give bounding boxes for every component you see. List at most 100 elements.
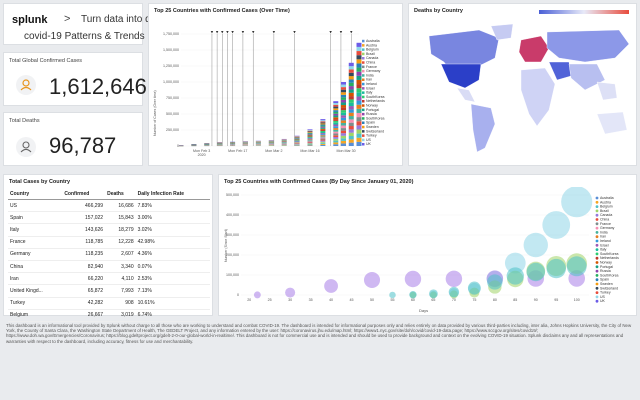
legend-item: Spain xyxy=(366,121,375,125)
annotation-marker xyxy=(241,31,245,34)
col-confirmed[interactable]: Confirmed xyxy=(62,189,106,200)
cell-country: Spain xyxy=(8,211,63,225)
cases-over-time-chart[interactable]: Number of Cases (Over time) 0 250,000 500,… xyxy=(149,16,402,164)
table-row[interactable]: Spain 157,022 15,843 3.00% xyxy=(8,211,210,225)
splunk-logo[interactable]: splunk xyxy=(12,14,48,26)
x-tick-label: 50 xyxy=(370,298,374,302)
stack-segment xyxy=(307,134,313,136)
legend-swatch xyxy=(595,243,599,247)
y-tick-label: 1,250,000 xyxy=(163,64,179,68)
kpi-confirmed-panel: Total Global Confirmed Cases 1,612,646 xyxy=(3,52,147,106)
stack-segment xyxy=(320,138,326,140)
stack-segment xyxy=(307,138,313,140)
stack-segment xyxy=(341,115,347,118)
world-map[interactable] xyxy=(409,18,636,166)
x-tick-label: 35 xyxy=(309,298,313,302)
stack-segment xyxy=(356,117,362,122)
stack-segment xyxy=(320,135,326,137)
disclaimer-text: This dashboard is an informational tool … xyxy=(6,323,632,344)
table-row[interactable]: Germany 118,235 2,607 4.36% xyxy=(8,248,210,261)
stack-segment xyxy=(333,124,339,127)
legend-item: India xyxy=(600,230,608,234)
data-bubble xyxy=(363,271,381,289)
brand-separator: > xyxy=(64,13,71,25)
table-row[interactable]: Iran 66,220 4,110 2.53% xyxy=(8,272,210,286)
stack-segment xyxy=(333,120,339,123)
stack-segment xyxy=(348,96,354,100)
cell-country: Germany xyxy=(8,248,63,261)
stack-segment xyxy=(341,125,347,129)
cell-rate: 42.98% xyxy=(135,236,210,249)
stack-segment xyxy=(320,134,326,136)
legend-item: Italy xyxy=(600,248,607,252)
stack-segment xyxy=(341,107,347,111)
cell-confirmed: 143,626 xyxy=(62,223,106,237)
stack-segment xyxy=(341,130,347,134)
stack-segment xyxy=(356,46,362,52)
x-tick-label: 45 xyxy=(350,298,354,302)
col-infection-rate[interactable]: Daily Infection Rate xyxy=(135,189,210,200)
legend-item: Australia xyxy=(366,39,380,43)
stack-segment xyxy=(307,133,313,135)
stack-segment xyxy=(307,134,313,135)
stack-segment xyxy=(356,141,362,146)
cell-rate: 10.61% xyxy=(135,297,210,310)
deaths-map-title: Deaths by Country xyxy=(414,8,463,14)
legend-item: Sweden xyxy=(366,125,379,129)
stack-segment xyxy=(333,140,339,143)
legend-item: Norway xyxy=(600,261,612,265)
col-country[interactable]: Country xyxy=(8,189,63,200)
legend-swatch xyxy=(595,222,599,226)
stack-segment xyxy=(333,142,339,145)
col-deaths[interactable]: Deaths xyxy=(105,189,136,200)
table-row[interactable]: Belgium 26,667 3,019 6.74% xyxy=(8,309,210,322)
kpi-deaths-value: 96,787 xyxy=(49,133,117,158)
cell-deaths: 12,228 xyxy=(105,236,136,249)
stack-segment xyxy=(333,133,339,136)
map-region-europe xyxy=(518,35,550,63)
table-row[interactable]: Italy 143,626 18,279 3.02% xyxy=(8,223,210,237)
stack-segment xyxy=(320,132,326,134)
cell-rate: 3.00% xyxy=(135,211,210,225)
stack-segment xyxy=(320,136,326,138)
cases-by-day-chart[interactable]: Number (Since Start) Days 0 100,000 200,00… xyxy=(219,187,636,315)
table-row[interactable]: Turkey 42,282 908 10.61% xyxy=(8,297,210,310)
annotation-marker xyxy=(272,31,276,34)
kpi-deaths-label: Total Deaths xyxy=(9,118,40,124)
cell-rate: 7.13% xyxy=(135,284,210,298)
stack-segment xyxy=(333,106,339,109)
legend-swatch xyxy=(362,125,365,129)
stack-segment xyxy=(356,84,362,89)
stack-segment xyxy=(341,87,347,90)
legend-swatch xyxy=(362,134,365,137)
stack-segment xyxy=(320,141,326,143)
stack-segment xyxy=(348,86,354,90)
deaths-map-panel: Deaths by Country xyxy=(408,3,637,166)
stack-segment xyxy=(348,82,354,87)
cell-confirmed: 66,220 xyxy=(62,272,106,286)
x-tick-label: 55 xyxy=(390,298,394,302)
stack-segment xyxy=(356,71,362,76)
cell-confirmed: 82,940 xyxy=(62,260,106,274)
cell-confirmed: 466,299 xyxy=(62,199,106,213)
stack-segment xyxy=(348,69,354,73)
data-bubble xyxy=(404,270,422,288)
table-row[interactable]: US 466,299 16,686 7.83% xyxy=(8,199,210,213)
cell-confirmed: 42,282 xyxy=(62,297,106,310)
table-row[interactable]: United Kingd... 65,872 7,993 7.13% xyxy=(8,284,210,298)
map-region-south-asia xyxy=(568,63,606,91)
cell-rate: 3.02% xyxy=(135,223,210,237)
cell-country: France xyxy=(8,236,63,249)
annotation-marker xyxy=(231,31,234,34)
legend-swatch xyxy=(362,39,365,43)
y-tick-label: 0 xyxy=(237,293,239,297)
table-row[interactable]: France 118,785 12,228 42.98% xyxy=(8,236,210,249)
legend-swatch xyxy=(362,52,365,56)
legend-swatch xyxy=(595,205,599,208)
annotation-marker xyxy=(215,31,219,34)
cell-country: Italy xyxy=(8,223,63,237)
stack-segment xyxy=(307,129,313,131)
table-row[interactable]: China 82,940 3,340 0.07% xyxy=(8,260,210,274)
stack-segment xyxy=(307,131,313,133)
legend-item: SouthKorea xyxy=(600,252,619,256)
